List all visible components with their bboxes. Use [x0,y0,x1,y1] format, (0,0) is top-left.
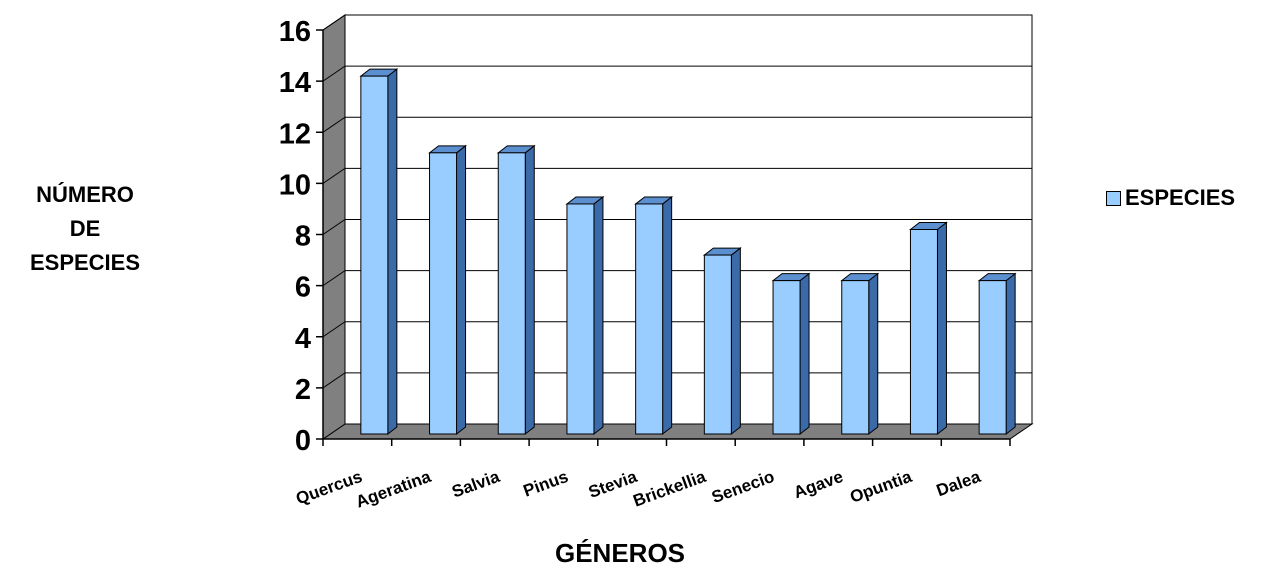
x-tick-label: Brickellia [631,467,709,511]
bar-side [1005,272,1016,436]
x-tick-label: Quercus [293,467,364,508]
gridline-side [322,270,346,287]
bars [359,68,1017,436]
bar [565,195,605,436]
y-tick-label: 8 [295,221,311,253]
bar-side [799,272,810,436]
bar-front [841,280,870,435]
x-tick-label: Salvia [449,467,502,502]
y-tick-label: 16 [279,16,311,48]
bar [908,221,948,436]
y-tick-label: 2 [295,374,311,406]
legend: ESPECIES [1106,185,1235,211]
bar-side [936,221,947,436]
gridline-side [322,372,346,389]
bar [359,68,399,436]
x-tick-label: Opuntia [847,467,914,507]
bar-front [635,203,664,435]
bar-side [662,195,673,436]
y-tick-label: 0 [295,425,311,457]
bar-front [978,280,1007,435]
y-tick-label: 4 [295,323,311,355]
y-tick-label: 14 [279,67,311,99]
bar-side [456,144,467,436]
bar [771,272,811,436]
x-tick-label: Dalea [934,467,984,501]
legend-label: ESPECIES [1125,185,1236,210]
bar-front [360,75,389,435]
bar-front [429,152,458,435]
bar-front [772,280,801,435]
bar-side [593,195,604,436]
x-tick-label: Agave [791,467,845,502]
gridline-side [322,321,346,338]
bar-front [703,254,732,435]
bar [428,144,468,436]
gridline-side [322,167,346,184]
bar-side [524,144,535,436]
gridline-side [322,116,346,133]
x-tick-label: Ageratina [353,467,434,512]
bar [496,144,536,436]
y-tick-label: 10 [279,169,311,201]
gridline-side [322,219,346,235]
bar [840,272,880,436]
x-tick-label: Pinus [521,467,571,501]
gridline-side [322,14,346,31]
y-tick-label: 12 [279,118,311,150]
bar-side [387,68,398,436]
bar [977,272,1017,436]
bar-front [497,152,526,435]
bar-front [909,229,938,435]
y-axis-title: NÚMERO DE ESPECIES [29,182,141,275]
y-tick-label: 6 [295,272,311,304]
x-axis-title: GÉNEROS [554,538,686,568]
x-tick-label: Senecio [709,467,777,507]
gridline-side [322,65,346,82]
bar [634,195,674,436]
bar-side [868,272,879,436]
y-axis-ticks: 0 2 4 6 8 10 12 14 16 [279,16,324,457]
bar-side [730,247,741,436]
bar-front [566,203,595,435]
legend-swatch [1106,190,1121,206]
bar [702,247,742,436]
